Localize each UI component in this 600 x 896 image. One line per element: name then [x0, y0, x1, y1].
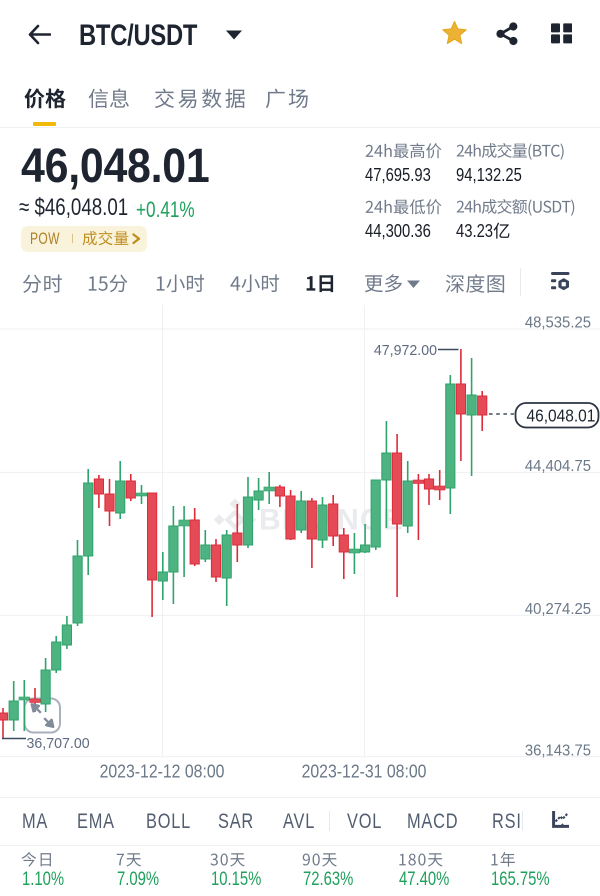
- svg-text:44,404.75: 44,404.75: [525, 458, 591, 476]
- svg-text:2023-12-31 08:00: 2023-12-31 08:00: [302, 760, 427, 781]
- svg-text:48,535.25: 48,535.25: [525, 314, 591, 332]
- svg-text:40,274.25: 40,274.25: [525, 601, 591, 619]
- svg-text:36,143.75: 36,143.75: [525, 742, 591, 760]
- svg-text:2023-12-12 08:00: 2023-12-12 08:00: [100, 760, 225, 781]
- svg-text:36,707.00: 36,707.00: [27, 736, 90, 752]
- svg-text:47,972.00: 47,972.00: [374, 343, 437, 359]
- svg-text:46,048.01: 46,048.01: [527, 407, 596, 426]
